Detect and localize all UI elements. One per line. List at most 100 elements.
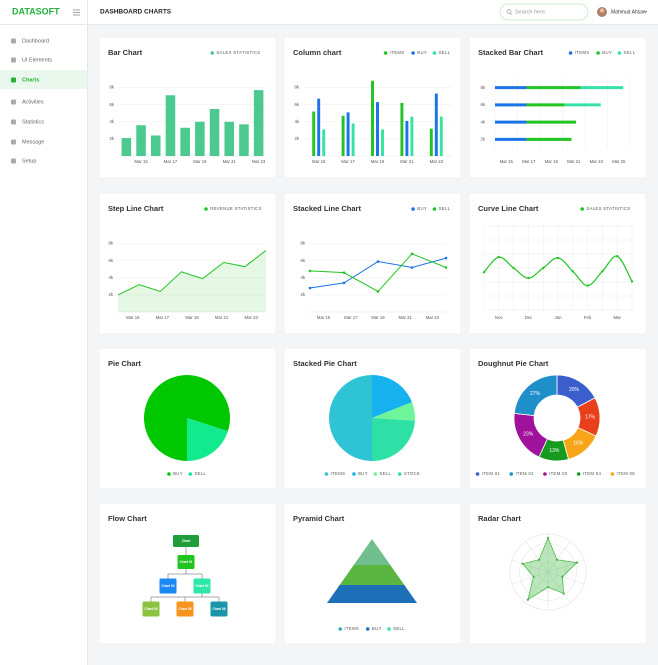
x-tick-label: Mar 19 [193,159,207,164]
chart-card: Column chart ITEMS BUY SELL 2k 4k 6k 8k Mar 15 Ma… [283,36,462,179]
flow-node [177,555,195,569]
legend-label: BUY [358,471,368,476]
menu-toggle[interactable] [73,9,80,16]
slice-label: 23% [523,432,534,438]
y-tick-label: 8k [480,85,485,90]
chart-card: Step Line Chart REVENUE STATISTICS 2k 4k 6k 8… [98,192,277,335]
bar [180,127,190,156]
nav-item[interactable]: Dashboard [11,38,49,44]
x-tick-label: Mar 15 [312,159,326,164]
nav-item[interactable]: Statistics [11,119,44,125]
page-title: DASHBOARD CHARTS [100,9,172,16]
slice-label: 20% [569,387,580,393]
chart-title: Radar Chart [478,514,521,523]
bar [410,116,414,156]
y-tick-label: 6k [108,258,113,263]
nav-item[interactable]: Setup [11,158,36,164]
nav-icon [11,99,16,105]
x-tick-label: Mar 15 [134,159,148,164]
chart-card: Pie Chart BUY SELL [98,347,277,490]
legend-label: SELL [439,206,451,211]
legend-label: BUY [173,471,183,476]
flow-node-label: Chart 01 [179,560,192,564]
y-tick-label: 4k [294,119,299,124]
legend-marker [617,51,622,55]
radar-spoke [547,541,571,573]
bar [376,102,379,156]
nav-label: Statistics [22,119,44,125]
legend-label: SELL [393,626,405,631]
legend-label: BUY [372,626,382,631]
point [376,290,380,293]
x-tick-label: Mar 25 [612,159,626,164]
radar-spoke [547,559,585,573]
chart-card: Bar Chart SALES STATISTICS 2k 4k 6k 8k Mar 15 M… [98,36,277,179]
card-background [283,192,462,335]
pyramid-layer [339,565,405,585]
legend-marker [324,472,329,476]
logo: DATASOFT [12,6,60,16]
radar-spoke [511,559,549,573]
point [376,260,380,263]
nav-label: UI Elements [22,57,52,63]
slice [513,374,558,416]
radar-point [546,536,550,539]
legend-marker [373,472,378,476]
x-tick-label: Mar 19 [371,159,385,164]
flow-node [159,578,177,594]
nav-label: Setup [22,158,36,164]
chart-title: Pie Chart [108,359,141,368]
user-menu[interactable]: Mahmud Ahsan [597,7,648,17]
radar-point [562,592,565,595]
y-tick-label: 6k [300,258,305,263]
x-tick-label: Mar 17 [522,159,536,164]
legend-label: SELL [194,471,206,476]
x-tick-label: Mar 15 [126,315,140,320]
search-box[interactable]: Search here [499,3,589,21]
legend-marker [580,207,584,211]
legend-marker [397,472,402,476]
point [542,266,545,270]
bar [381,129,384,156]
bar-segment [495,86,527,90]
nav-item[interactable]: UI Elements [11,57,52,63]
y-tick-label: 8k [109,85,114,90]
radar-point [561,575,564,578]
legend-marker [383,51,388,55]
nav-item[interactable]: Activities [11,99,44,105]
line [117,250,267,296]
legend-label: ITEM 02 [515,471,534,476]
sidebar [0,0,87,665]
bar-segment [495,120,527,124]
legend-label: SELL [624,50,636,55]
point [308,269,312,273]
chart-title: Pyramid Chart [293,514,345,523]
legend-label: SELL [439,50,451,55]
legend-marker [576,472,581,476]
slice-label: 27% [530,391,541,397]
nav-item[interactable]: Charts [0,70,87,89]
x-tick-label: Jan [555,315,563,320]
chart-title: Doughnut Pie Chart [478,359,549,368]
point [630,280,634,283]
y-tick-label: 8k [300,241,305,246]
bar [400,102,404,156]
legend-label: ITEMS [575,50,590,55]
flow-node-label: Chart 02 [161,584,174,588]
nav-item[interactable]: Message [11,139,44,145]
point [444,266,448,269]
bar [121,138,132,156]
bar-segment [495,103,527,107]
legend-marker [352,472,356,476]
bar-segment [526,103,565,107]
x-tick-label: Mar [613,315,621,320]
flow-node-label: Chart 04 [144,607,157,611]
y-tick-label: 6k [480,102,485,107]
x-tick-label: Mar 17 [156,315,170,320]
nav-label: Dashboard [22,38,49,44]
bar [209,108,220,156]
bar-segment [526,86,581,90]
chart-title: Bar Chart [108,48,143,57]
card-background [98,502,277,645]
x-tick-label: Mar 21 [399,315,413,320]
